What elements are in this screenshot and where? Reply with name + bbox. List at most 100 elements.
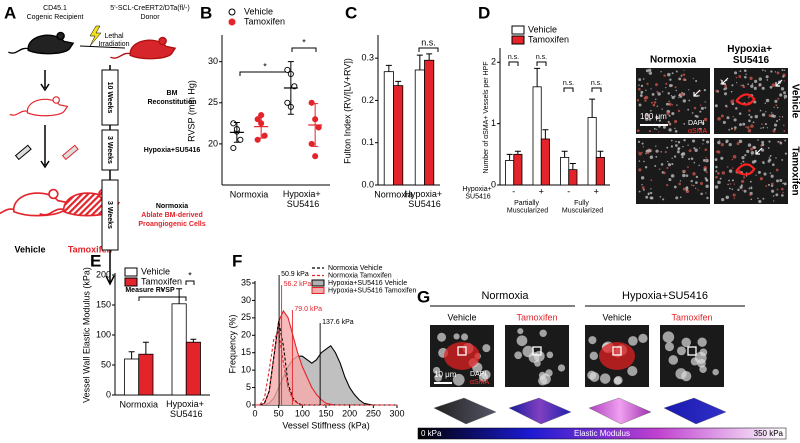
nucleus	[778, 118, 781, 121]
nucleus	[782, 124, 785, 127]
nucleus	[783, 182, 787, 186]
nucleus	[650, 188, 652, 190]
nucleus	[776, 188, 779, 191]
stain-label: αSMA	[470, 379, 490, 386]
arrow	[40, 125, 50, 169]
nucleus	[662, 125, 666, 129]
nucleus	[627, 365, 638, 377]
x-tick-label: Normoxia	[230, 189, 269, 199]
nucleus	[738, 75, 742, 78]
nucleus	[645, 152, 647, 155]
error-bar	[176, 288, 183, 304]
nucleus	[517, 328, 524, 335]
nucleus	[734, 71, 738, 75]
mouse-icon	[8, 31, 75, 55]
nucleus	[671, 112, 675, 116]
y-tick-label: 25	[208, 97, 218, 107]
nucleus	[679, 180, 682, 182]
nucleus	[656, 90, 659, 93]
x-axis-label: Vessel Stiffness (kPa)	[282, 420, 369, 430]
y-tick-label: 20	[241, 330, 251, 340]
nucleus	[648, 129, 652, 133]
nucleus	[687, 108, 690, 111]
nucleus	[733, 183, 736, 185]
significance-label: n.s.	[536, 54, 547, 61]
nucleus	[726, 166, 729, 168]
nucleus	[687, 166, 689, 168]
nucleus	[680, 92, 684, 97]
nucleus	[705, 156, 707, 159]
nucleus	[682, 173, 686, 178]
nucleus	[776, 119, 779, 123]
nucleus	[655, 149, 659, 153]
nucleus	[683, 123, 686, 125]
legend-label: Tamoxifen	[244, 16, 285, 26]
nucleus	[749, 180, 752, 183]
nucleus	[751, 154, 753, 156]
nucleus	[717, 117, 721, 121]
nucleus	[674, 130, 678, 133]
nucleus	[714, 104, 718, 108]
nucleus	[674, 127, 676, 130]
nucleus	[783, 94, 788, 99]
nucleus	[678, 77, 682, 81]
significance-label: *	[161, 286, 165, 296]
panel-label: F	[232, 251, 242, 270]
x-tick-label: 50	[274, 408, 284, 418]
nucleus	[643, 96, 647, 100]
significance-label: *	[263, 61, 267, 71]
nucleus	[748, 119, 751, 123]
nucleus	[720, 156, 724, 160]
nucleus	[733, 197, 736, 200]
step-label: Reconstitution	[148, 99, 197, 106]
nucleus	[761, 113, 766, 117]
row-label: Hypoxia+ SU5416	[462, 186, 493, 201]
nucleus	[644, 99, 647, 102]
data-point	[237, 136, 244, 143]
nucleus	[675, 196, 679, 200]
nucleus	[649, 196, 653, 200]
nucleus	[662, 331, 675, 343]
arrow	[755, 147, 763, 155]
nucleus	[783, 130, 786, 132]
nucleus	[770, 114, 775, 118]
nucleus	[770, 184, 774, 188]
nucleus	[768, 157, 770, 159]
mouse-ear	[56, 31, 65, 41]
nucleus	[747, 96, 750, 99]
y-tick-label: 200	[96, 269, 111, 279]
legend-label: Normoxia Vehicle	[328, 265, 383, 272]
nucleus	[729, 187, 731, 190]
nucleus	[690, 184, 693, 187]
nucleus	[715, 175, 718, 179]
nucleus	[667, 72, 671, 77]
nucleus	[766, 127, 769, 129]
condition-label: Hypoxia+SU5416	[622, 290, 708, 302]
nucleus	[655, 115, 659, 120]
legend-label: Vehicle	[141, 266, 170, 276]
bar	[138, 353, 154, 396]
mouse-icon	[110, 36, 177, 60]
nucleus	[589, 351, 599, 361]
micrograph	[636, 68, 710, 134]
nucleus	[720, 82, 722, 85]
nucleus	[717, 140, 721, 145]
nucleus	[660, 71, 662, 73]
x-tick-label: Normoxia	[119, 399, 158, 409]
nucleus	[685, 174, 689, 177]
timeline-box	[101, 129, 119, 171]
nucleus	[769, 155, 772, 157]
nucleus	[697, 337, 707, 347]
nucleus	[723, 92, 728, 96]
nucleus	[746, 149, 750, 153]
nucleus	[688, 149, 692, 153]
nucleus	[750, 84, 754, 88]
nucleus	[751, 160, 755, 164]
nucleus	[733, 118, 737, 122]
nucleus	[758, 78, 760, 80]
nucleus	[682, 145, 684, 148]
nucleus	[697, 189, 699, 191]
significance-label: n.s.	[563, 80, 574, 87]
nucleus	[653, 127, 656, 130]
nucleus	[534, 360, 541, 367]
